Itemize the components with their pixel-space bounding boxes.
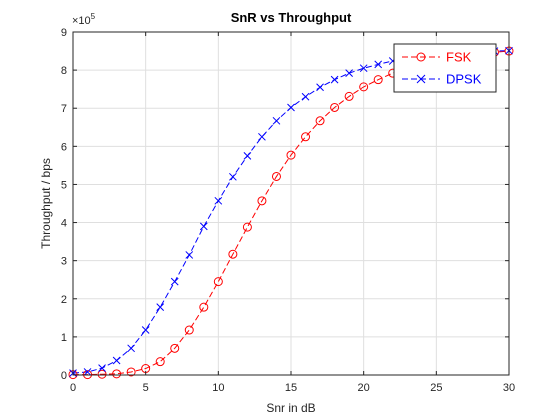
y-tick-label: 2 — [61, 294, 67, 306]
y-scale-exponent-base: ×10 — [72, 15, 91, 27]
y-tick-label: 7 — [61, 103, 67, 115]
data-point-dpsk — [301, 92, 310, 101]
data-point-fsk — [257, 196, 267, 206]
y-tick-label: 0 — [61, 370, 67, 382]
data-point-fsk — [315, 116, 325, 126]
tick-labels: 0 5 10 15 20 25 30 0 1 2 3 4 5 6 7 8 9 — [61, 27, 515, 394]
y-scale-exponent-power: 5 — [91, 12, 96, 21]
data-point-dpsk — [316, 83, 324, 92]
data-point-dpsk — [258, 132, 266, 141]
y-tick-label: 3 — [61, 256, 67, 268]
data-point-dpsk — [229, 172, 237, 181]
ticks — [72, 31, 510, 376]
x-axis-label: Snr in dB — [266, 401, 315, 415]
data-point-dpsk — [98, 364, 106, 372]
data-point-dpsk — [272, 116, 281, 125]
data-point-fsk — [301, 132, 311, 142]
data-point-fsk — [359, 82, 369, 92]
legend-fsk-marker — [416, 52, 426, 62]
data-point-dpsk — [185, 251, 194, 259]
data-point-fsk — [155, 357, 165, 367]
data-point-fsk — [373, 75, 383, 85]
chart-title: SnR vs Throughput — [231, 10, 352, 25]
data-point-fsk — [184, 325, 194, 335]
y-tick-label: 1 — [61, 332, 67, 344]
data-point-dpsk — [83, 368, 92, 376]
data-point-dpsk — [345, 69, 353, 78]
data-point-fsk — [286, 150, 296, 160]
data-point-fsk — [170, 343, 180, 353]
data-point-fsk — [112, 369, 122, 379]
data-point-fsk — [344, 91, 354, 101]
data-point-dpsk — [170, 277, 179, 286]
x-tick-label: 20 — [358, 382, 370, 394]
data-point-fsk — [97, 369, 107, 379]
data-point-dpsk — [127, 344, 135, 353]
y-tick-label: 6 — [61, 141, 67, 153]
data-point-dpsk — [374, 60, 383, 69]
data-point-fsk — [330, 102, 340, 112]
x-tick-label: 0 — [70, 382, 76, 394]
legend-box — [393, 43, 497, 93]
y-scale-exponent: ×105 — [72, 12, 96, 27]
x-tick-label: 30 — [503, 382, 515, 394]
legend-fsk-label: FSK — [446, 50, 472, 65]
data-point-fsk — [126, 367, 136, 377]
series-line-fsk — [73, 50, 510, 376]
data-point-dpsk — [199, 222, 208, 231]
y-tick-label: 4 — [61, 218, 67, 230]
y-tick-label: 5 — [61, 179, 67, 191]
data-point-fsk — [228, 249, 238, 259]
legend: FSK DPSK — [393, 43, 497, 93]
data-point-fsk — [271, 171, 281, 181]
data-point-fsk — [199, 302, 209, 312]
x-tick-label: 15 — [285, 382, 297, 394]
data-point-dpsk — [330, 75, 339, 84]
y-tick-label: 8 — [61, 65, 67, 77]
data-point-dpsk — [141, 326, 150, 334]
data-point-dpsk — [243, 152, 252, 160]
data-point-dpsk — [359, 64, 368, 73]
data-point-fsk — [213, 277, 223, 287]
x-tick-label: 25 — [430, 382, 442, 394]
data-point-dpsk — [214, 196, 223, 205]
y-tick-label: 9 — [61, 27, 67, 39]
y-axis-label: Throughput / bps — [39, 158, 53, 249]
data-point-fsk — [242, 222, 252, 232]
data-point-dpsk — [156, 303, 165, 312]
legend-dpsk-label: DPSK — [446, 72, 482, 87]
legend-dpsk-marker — [416, 74, 426, 84]
x-tick-label: 5 — [143, 382, 149, 394]
data-point-dpsk — [112, 356, 121, 365]
x-tick-label: 10 — [212, 382, 224, 394]
data-point-dpsk — [287, 103, 295, 112]
